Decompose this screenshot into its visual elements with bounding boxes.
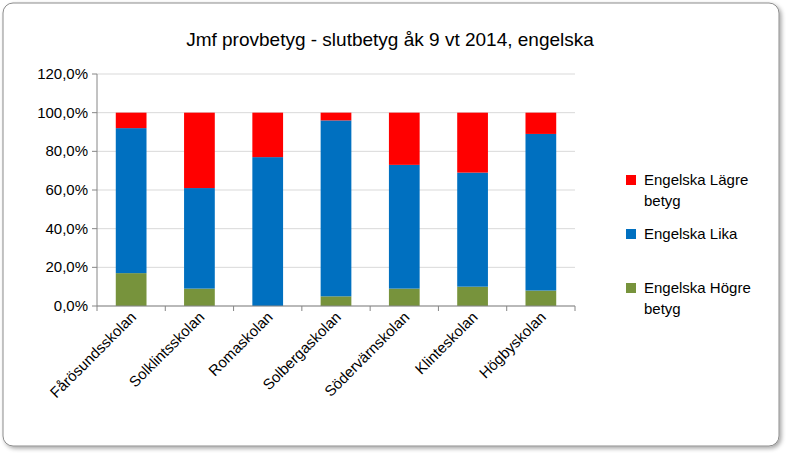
x-tick — [575, 306, 576, 311]
chart: Jmf provbetyg - slutbetyg åk 9 vt 2014, … — [0, 0, 786, 453]
x-tick — [165, 306, 166, 311]
bar-segment — [389, 165, 420, 289]
bar-segment — [457, 173, 488, 287]
plot-area — [97, 74, 575, 306]
bar-segment — [389, 289, 420, 306]
y-tick-label: 80,0% — [45, 142, 88, 159]
bar-segment — [116, 128, 147, 273]
x-tick — [438, 306, 439, 311]
bar-segment — [457, 287, 488, 306]
legend-swatch — [626, 175, 636, 185]
bar-segment — [184, 188, 215, 289]
bar-segment — [252, 157, 283, 306]
bar-segment — [184, 113, 215, 188]
bar-segment — [116, 273, 147, 306]
bar-segment — [184, 289, 215, 306]
x-tick-label: Romaskolan — [205, 308, 276, 379]
y-tick — [92, 190, 97, 191]
legend-swatch — [626, 283, 636, 293]
legend-label: Engelska Lägrebetyg — [644, 171, 748, 209]
x-tick — [233, 306, 234, 311]
chart-frame — [3, 3, 779, 446]
bar-segment — [457, 113, 488, 173]
x-tick-label: Solklintsskolan — [125, 308, 207, 390]
y-tick — [92, 151, 97, 152]
bar-segment — [525, 113, 556, 134]
x-tick — [506, 306, 507, 311]
x-tick-label: Fårösundsskolan — [46, 308, 139, 401]
bar-segment — [389, 113, 420, 165]
bar-segment — [252, 113, 283, 157]
x-tick-label: Klinteskolan — [411, 308, 480, 377]
title: Jmf provbetyg - slutbetyg åk 9 vt 2014, … — [186, 29, 594, 50]
legend-label: Engelska Högrebetyg — [644, 279, 751, 317]
y-tick-label: 100,0% — [37, 104, 88, 121]
y-axis — [97, 74, 98, 306]
bar-segment — [525, 134, 556, 291]
x-axis — [97, 306, 575, 307]
x-tick-label: Högbyskolan — [476, 308, 549, 381]
bar-segment — [525, 291, 556, 306]
bar-segment — [116, 113, 147, 128]
y-tick-label: 60,0% — [45, 181, 88, 198]
y-tick — [92, 267, 97, 268]
grid-line — [97, 74, 575, 75]
y-tick — [92, 306, 97, 307]
legend-label: Engelska Lika — [644, 225, 738, 242]
x-tick — [370, 306, 371, 311]
y-tick — [92, 112, 97, 113]
y-tick — [92, 74, 97, 75]
legend-swatch — [626, 229, 636, 239]
y-tick-label: 0,0% — [54, 297, 88, 314]
bar-segment — [321, 296, 352, 306]
x-tick — [97, 306, 98, 311]
y-tick-label: 120,0% — [37, 65, 88, 82]
y-tick-label: 20,0% — [45, 258, 88, 275]
x-tick-label: Södervärnskolan — [321, 308, 413, 400]
bars — [116, 113, 556, 306]
bar-segment — [321, 113, 352, 121]
y-tick-label: 40,0% — [45, 220, 88, 237]
y-tick — [92, 228, 97, 229]
bar-segment — [321, 120, 352, 296]
x-tick — [301, 306, 302, 311]
grid-line — [97, 306, 575, 307]
